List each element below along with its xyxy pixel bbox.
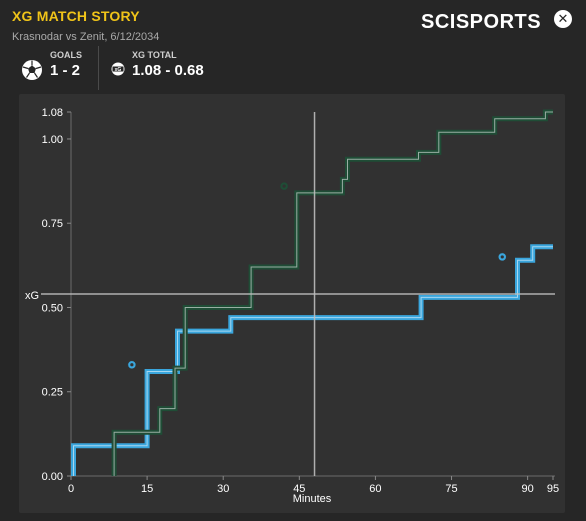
x-axis-label: Minutes bbox=[293, 493, 332, 505]
goal-ball-center bbox=[130, 363, 134, 367]
y-axis-label: xG bbox=[25, 290, 39, 302]
goals-value: 1 - 2 bbox=[50, 62, 81, 79]
x-tick-label: 0 bbox=[68, 483, 74, 495]
y-tick-label: 1.08 bbox=[42, 107, 63, 119]
xg-total-value: 1.08 - 0.68 bbox=[132, 62, 204, 79]
krasnodar-xg-line-highlight bbox=[113, 111, 553, 476]
y-tick-label: 0.50 bbox=[42, 302, 63, 314]
brand-logo: SCISPORTS bbox=[421, 11, 542, 33]
x-tick-label: 75 bbox=[445, 483, 457, 495]
xg-total-label: XG TOTAL bbox=[132, 50, 177, 60]
chart-panel bbox=[19, 94, 565, 513]
y-tick-label: 0.00 bbox=[42, 471, 63, 483]
page-title: XG MATCH STORY bbox=[12, 8, 140, 24]
zenit-xg-line bbox=[71, 244, 553, 476]
stats-divider bbox=[98, 46, 99, 90]
krasnodar-goal-marker bbox=[279, 181, 289, 191]
zenit-goal-marker bbox=[498, 252, 507, 262]
x-tick-label: 45 bbox=[293, 483, 305, 495]
y-tick-label: 1.00 bbox=[42, 134, 63, 146]
x-tick-label: 15 bbox=[141, 483, 153, 495]
x-tick-label: 60 bbox=[369, 483, 381, 495]
zenit-goal-marker bbox=[127, 360, 137, 370]
close-button[interactable]: ✕ bbox=[554, 10, 572, 28]
goal-ball-center bbox=[500, 255, 504, 259]
x-tick-label: 95 bbox=[547, 483, 559, 495]
goals-label: GOALS bbox=[50, 50, 83, 60]
y-tick-label: 0.25 bbox=[42, 387, 63, 399]
svg-text:xG: xG bbox=[115, 67, 122, 73]
y-tick-label: 0.75 bbox=[42, 218, 63, 230]
match-subtitle: Krasnodar vs Zenit, 6/12/2034 bbox=[12, 31, 160, 43]
zenit-xg-line-highlight bbox=[73, 246, 553, 476]
goal-ball-center bbox=[282, 184, 286, 188]
football-icon bbox=[22, 60, 42, 80]
xg-ball-icon: xG bbox=[111, 62, 125, 76]
x-tick-label: 30 bbox=[217, 483, 229, 495]
x-tick-label: 90 bbox=[522, 483, 534, 495]
